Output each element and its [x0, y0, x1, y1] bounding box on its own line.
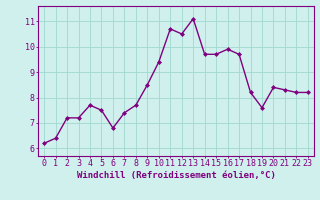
X-axis label: Windchill (Refroidissement éolien,°C): Windchill (Refroidissement éolien,°C)	[76, 171, 276, 180]
